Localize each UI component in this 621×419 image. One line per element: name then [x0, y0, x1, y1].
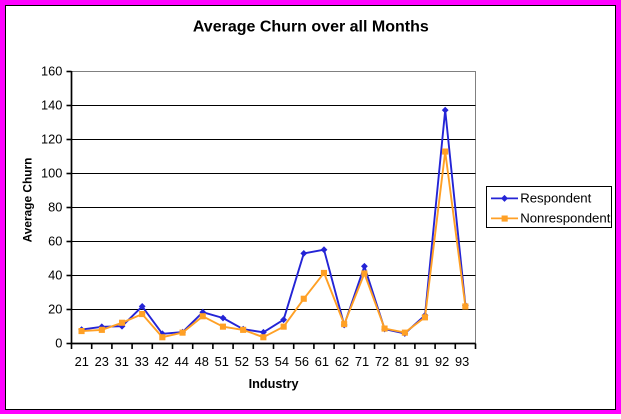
svg-text:100: 100	[41, 166, 62, 181]
svg-text:72: 72	[375, 354, 389, 369]
svg-text:0: 0	[55, 336, 62, 351]
svg-text:51: 51	[215, 354, 229, 369]
svg-text:20: 20	[48, 302, 62, 317]
svg-text:92: 92	[435, 354, 449, 369]
svg-text:52: 52	[235, 354, 249, 369]
svg-text:93: 93	[455, 354, 469, 369]
svg-text:120: 120	[41, 132, 62, 147]
svg-text:80: 80	[48, 200, 62, 215]
svg-text:Nonrespondent: Nonrespondent	[520, 211, 611, 226]
svg-text:62: 62	[335, 354, 349, 369]
svg-text:160: 160	[41, 64, 62, 79]
svg-text:Average Churn over all Months: Average Churn over all Months	[193, 19, 429, 36]
svg-text:54: 54	[275, 354, 289, 369]
svg-text:Industry: Industry	[249, 377, 299, 391]
svg-text:31: 31	[115, 354, 129, 369]
svg-text:44: 44	[175, 354, 189, 369]
svg-text:48: 48	[195, 354, 209, 369]
svg-text:61: 61	[315, 354, 329, 369]
svg-text:Average Churn: Average Churn	[21, 158, 35, 243]
svg-text:81: 81	[395, 354, 409, 369]
svg-text:56: 56	[295, 354, 309, 369]
svg-text:71: 71	[355, 354, 369, 369]
svg-text:Respondent: Respondent	[520, 190, 591, 205]
svg-text:91: 91	[415, 354, 429, 369]
svg-text:23: 23	[95, 354, 109, 369]
svg-text:33: 33	[135, 354, 149, 369]
svg-text:42: 42	[155, 354, 169, 369]
svg-text:21: 21	[75, 354, 89, 369]
svg-text:53: 53	[255, 354, 269, 369]
svg-text:140: 140	[41, 98, 62, 113]
svg-text:40: 40	[48, 268, 62, 283]
svg-text:60: 60	[48, 234, 62, 249]
